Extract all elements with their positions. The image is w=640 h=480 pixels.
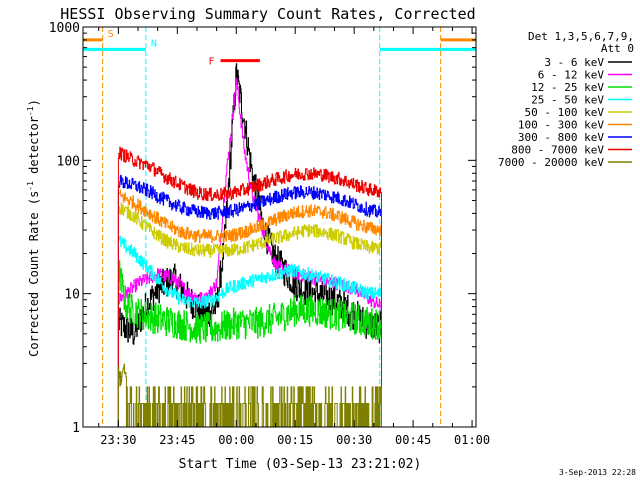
legend-label-2: 12 - 25 keV	[531, 81, 604, 94]
annotation-F-label: F	[209, 57, 215, 68]
series-line-3	[117, 235, 382, 427]
y-tick-label-3: 1000	[49, 21, 80, 36]
x-tick-label-0: 23:30	[100, 433, 136, 447]
x-tick-label-6: 01:00	[454, 433, 490, 447]
legend-label-7: 800 - 7000 keV	[511, 144, 604, 157]
y-tick-label-0: 1	[72, 421, 80, 436]
legend-label-6: 300 - 800 keV	[518, 131, 604, 144]
annotation-S-label: S	[108, 29, 114, 40]
x-tick-label-5: 00:45	[395, 433, 431, 447]
x-tick-label-1: 23:45	[159, 433, 195, 447]
legend-label-3: 25 - 50 keV	[531, 94, 604, 107]
legend-header-detectors: Det 1,3,5,6,7,9,	[528, 30, 634, 43]
axes: 23:30 23:45 00:00 00:15 00:30 00:45 01:00 1 10 10…	[49, 21, 490, 447]
series-line-5	[117, 189, 382, 427]
legend-label-1: 6 - 12 keV	[538, 69, 605, 82]
legend-label-0: 3 - 6 keV	[544, 56, 604, 69]
y-tick-label-2: 100	[57, 154, 80, 169]
series-line-6	[117, 174, 382, 427]
y-tick-label-1: 10	[64, 288, 80, 303]
chart-title: HESSI Observing Summary Count Rates, Cor…	[60, 5, 475, 23]
plot-frame	[82, 26, 477, 428]
legend-label-4: 50 - 100 keV	[525, 106, 605, 119]
x-axis-label: Start Time (03-Sep-13 23:21:02)	[179, 457, 422, 472]
x-tick-label-4: 00:30	[336, 433, 372, 447]
series-line-2	[117, 260, 382, 427]
x-tick-label-2: 00:00	[218, 433, 254, 447]
series-line-4	[117, 202, 382, 427]
y-axis-label: Corrected Count Rate (s-1 detector-1)	[26, 99, 41, 357]
x-tick-label-3: 00:15	[277, 433, 313, 447]
series-line-7	[117, 146, 382, 427]
legend-header-attenuator: Att 0	[601, 42, 634, 55]
legend-label-5: 100 - 300 keV	[518, 119, 604, 132]
legend-label-8: 7000 - 20000 keV	[498, 156, 604, 169]
annotation-N-label: N	[151, 38, 157, 49]
footer-date: 3-Sep-2013 22:28	[559, 468, 636, 477]
